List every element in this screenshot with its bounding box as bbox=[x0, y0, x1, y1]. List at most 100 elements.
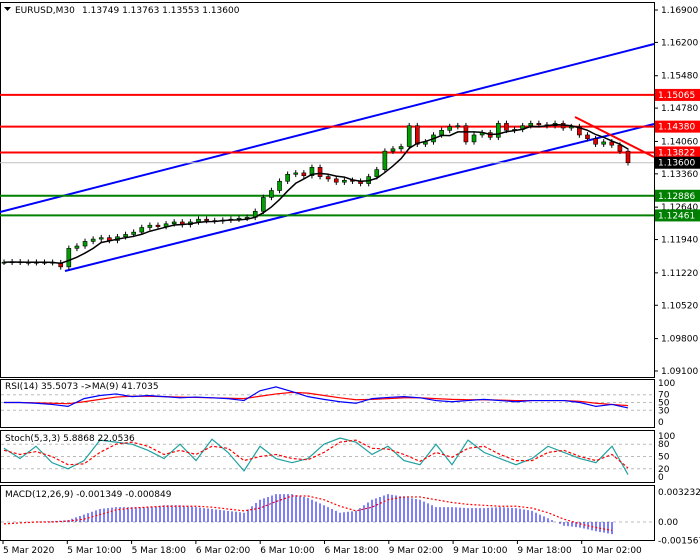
bull-candle bbox=[66, 248, 72, 268]
upper-channel-line bbox=[0, 43, 655, 213]
rsi-tick-label: 70 bbox=[658, 391, 670, 401]
time-tick-label: 9 Mar 18:00 bbox=[517, 546, 572, 556]
bull-candle bbox=[293, 172, 299, 175]
stoch-d-line bbox=[3, 439, 629, 469]
bull-candle bbox=[147, 224, 153, 228]
panel-frame-1 bbox=[0, 379, 655, 428]
bull-candle bbox=[390, 148, 396, 152]
level-tag bbox=[655, 120, 700, 133]
stoch-k-line bbox=[3, 437, 629, 475]
time-tick-label: 6 Mar 18:00 bbox=[325, 546, 380, 556]
bear-candle bbox=[463, 125, 469, 143]
bull-candle bbox=[382, 150, 388, 170]
time-tick-label: 6 Mar 10:00 bbox=[260, 546, 315, 556]
panel-frame-2 bbox=[0, 430, 655, 483]
price-tick-label: 1.10520 bbox=[661, 301, 698, 311]
bear-candle bbox=[577, 126, 582, 136]
price-tick-label: 1.11220 bbox=[661, 269, 698, 279]
bear-candle bbox=[204, 218, 209, 221]
level-tag bbox=[655, 88, 700, 101]
rsi-tick-label: 0 bbox=[658, 418, 664, 428]
price-tick-label: 1.16900 bbox=[661, 6, 698, 16]
level-tag bbox=[655, 209, 700, 222]
time-tick-label: 5 Mar 10:00 bbox=[67, 546, 122, 556]
stoch-tick-label: 80 bbox=[658, 440, 670, 450]
bull-candle bbox=[471, 134, 477, 143]
bull-candle bbox=[74, 245, 80, 249]
bull-candle bbox=[98, 237, 104, 240]
current-price-tag bbox=[655, 156, 700, 169]
stoch-label: Stoch(5,3,3) 5.8868 22.0536 bbox=[5, 434, 135, 444]
panel-frame-0 bbox=[0, 2, 655, 378]
macd-label: MACD(12,26,9) -0.001349 -0.000849 bbox=[5, 490, 172, 500]
bull-candle bbox=[171, 221, 177, 225]
bear-candle bbox=[625, 150, 631, 164]
bull-candle bbox=[398, 146, 404, 150]
macd-signal-line bbox=[3, 495, 613, 531]
triangle-down-icon bbox=[4, 7, 11, 11]
rsi-label: RSI(14) 35.5073 ->MA(9) 41.7035 bbox=[5, 382, 159, 392]
price-tick-label: 1.09100 bbox=[661, 367, 698, 377]
bear-candle bbox=[317, 167, 323, 177]
bull-candle bbox=[528, 123, 534, 127]
time-tick-label: 9 Mar 02:00 bbox=[389, 546, 444, 556]
price-tick-label: 1.09800 bbox=[661, 335, 698, 345]
current-price-label: 1.13600 bbox=[658, 159, 695, 169]
bear-candle bbox=[301, 172, 307, 176]
descending-trendline bbox=[574, 116, 655, 158]
bull-candle bbox=[244, 217, 250, 219]
level-tag bbox=[655, 146, 700, 159]
bear-candle bbox=[155, 224, 161, 227]
bull-candle bbox=[374, 169, 380, 177]
rsi-tick-label: 50 bbox=[658, 399, 670, 409]
macd-tick-label: 0.003232 bbox=[658, 488, 700, 498]
price-tick-label: 1.16200 bbox=[661, 38, 698, 48]
bull-candle bbox=[285, 173, 290, 182]
price-tick-label: 1.14060 bbox=[661, 137, 698, 147]
bull-candle bbox=[269, 190, 274, 198]
bull-candle bbox=[406, 125, 412, 147]
bear-candle bbox=[504, 123, 509, 131]
bull-candle bbox=[261, 197, 266, 212]
bull-candle bbox=[139, 227, 145, 233]
bull-candle bbox=[439, 130, 444, 136]
bull-candle bbox=[496, 123, 501, 138]
bull-candle bbox=[455, 125, 461, 127]
bear-candle bbox=[609, 141, 615, 146]
moving-average-line bbox=[3, 123, 629, 265]
price-tick-label: 1.14780 bbox=[661, 104, 698, 114]
symbol-label: EURUSD,M30 bbox=[15, 6, 75, 16]
time-tick-label: 10 Mar 02:00 bbox=[582, 546, 642, 556]
level-label: 1.12461 bbox=[658, 211, 695, 221]
price-tick-label: 1.15480 bbox=[661, 72, 698, 82]
rsi-tick-label: 100 bbox=[658, 379, 675, 389]
time-tick-label: 9 Mar 10:00 bbox=[453, 546, 508, 556]
stoch-tick-label: 0 bbox=[658, 473, 664, 483]
bull-candle bbox=[309, 167, 315, 176]
time-tick-label: 5 Mar 18:00 bbox=[132, 546, 187, 556]
bull-candle bbox=[277, 180, 282, 191]
stoch-tick-label: 50 bbox=[658, 453, 670, 463]
rsi-line bbox=[4, 386, 629, 409]
bull-candle bbox=[82, 241, 88, 247]
price-tick-label: 1.11940 bbox=[661, 236, 698, 246]
rsi-tick-label: 30 bbox=[658, 406, 670, 416]
level-tag bbox=[655, 189, 700, 202]
macd-tick-label: 0.00 bbox=[658, 518, 678, 528]
bear-candle bbox=[325, 176, 331, 180]
bear-candle bbox=[617, 144, 623, 152]
level-label: 1.13822 bbox=[658, 148, 695, 158]
bear-candle bbox=[536, 123, 542, 126]
stoch-tick-label: 100 bbox=[658, 432, 675, 442]
price-tick-label: 1.13360 bbox=[661, 170, 698, 180]
level-label: 1.15065 bbox=[658, 91, 695, 101]
bull-candle bbox=[447, 126, 453, 131]
price-tick-label: 1.12640 bbox=[661, 203, 698, 213]
ohlc-values: 1.13749 1.13763 1.13553 1.13600 bbox=[82, 6, 240, 16]
bull-candle bbox=[601, 141, 606, 145]
stoch-tick-label: 20 bbox=[658, 465, 670, 475]
level-label: 1.12886 bbox=[658, 192, 695, 202]
time-tick-label: 5 Mar 2020 bbox=[3, 546, 55, 556]
